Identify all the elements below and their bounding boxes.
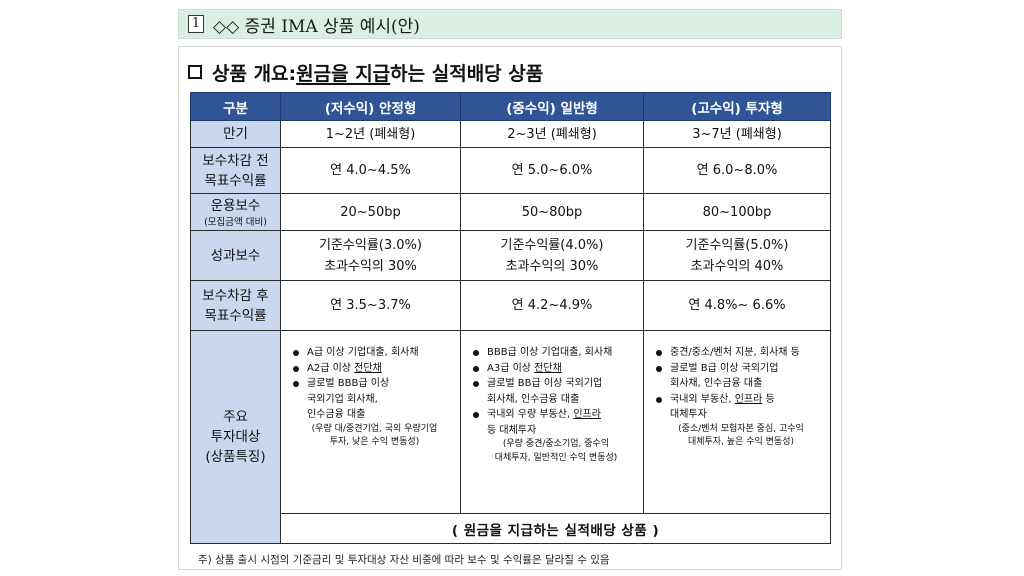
cell-target-before-stable: 연 4.0~4.5% <box>280 147 461 194</box>
row-label-line: 투자대상 <box>210 429 261 445</box>
cell-target-before-investment: 연 6.0~8.0% <box>643 147 831 194</box>
list-item-continuation: 국외기업 회사채, <box>307 393 378 405</box>
row-label-target-before-fee: 보수차감 전 목표수익률 <box>190 147 281 194</box>
row-label-management-fee: 운용보수 (모집금액 대비) <box>190 193 281 231</box>
row-label-target-after-fee: 보수차감 후 목표수익률 <box>190 280 281 331</box>
list-item: 글로벌 B급 이상 국외기업 <box>654 361 822 377</box>
table-row-target-after-fee: 보수차감 후 목표수익률 연 3.5~3.7% 연 4.2~4.9% 연 4.8… <box>190 280 831 331</box>
table-header-row: 구분 (저수익) 안정형 (중수익) 일반형 (고수익) 투자형 <box>190 92 831 121</box>
perf-excess-share: 초과수익의 30% <box>324 258 417 274</box>
investment-note: (중소/벤처 모험자본 중심, 고수익 <box>678 423 804 434</box>
list-item-continuation: 인수금융 대출 <box>307 409 366 420</box>
list-item: A급 이상 기업대출, 회사채 <box>291 345 452 361</box>
investment-note: 대체투자, 일반적인 수익 변동성) <box>494 452 618 463</box>
table-row-target-before-fee: 보수차감 전 목표수익률 연 4.0~4.5% 연 5.0~6.0% 연 6.0… <box>190 147 831 194</box>
investment-note: 투자, 낮은 수익 변동성) <box>329 437 420 447</box>
list-item: 국내외 우량 부동산, 인프라 <box>471 407 635 423</box>
table-row-performance-fee: 성과보수 기준수익률(3.0%) 초과수익의 30% 기준수익률(4.0%) 초… <box>190 230 831 281</box>
cell-investments-stable: A급 이상 기업대출, 회사채 A2급 이상 전단채 글로벌 BBB급 이상 국… <box>280 330 461 514</box>
list-item: 글로벌 BBB급 이상 <box>291 376 452 392</box>
row-label-line: 목표수익률 <box>204 307 267 324</box>
header-investment: (고수익) 투자형 <box>643 92 831 121</box>
cell-investments-investment: 중견/중소/벤처 지분, 회사채 등 글로벌 B급 이상 국외기업 회사채, 인… <box>643 330 831 514</box>
row-label-line: 목표수익률 <box>204 172 267 189</box>
cell-mgmt-fee-investment: 80~100bp <box>643 193 831 231</box>
overview-underlined: 원금을 지급 <box>296 62 391 85</box>
list-item-underlined: 인프라 <box>573 409 601 420</box>
overview-suffix: 하는 실적배당 상품 <box>390 62 544 85</box>
list-item-text: 등 <box>762 393 775 405</box>
table-row-management-fee: 운용보수 (모집금액 대비) 20~50bp 50~80bp 80~100bp <box>190 193 831 231</box>
perf-base-rate: 기준수익률(4.0%) <box>500 237 604 253</box>
investment-note: 대체투자, 높은 수익 변동성) <box>687 437 795 447</box>
list-item: 국내외 부동산, 인프라 등 <box>654 392 822 408</box>
row-label-performance-fee: 성과보수 <box>190 230 281 281</box>
list-item: 글로벌 BB급 이상 국외기업 <box>471 376 635 392</box>
footnote: 주) 상품 출시 시점의 기준금리 및 투자대상 자산 비중에 따라 보수 및 … <box>198 554 610 566</box>
row-label-line: 운용보수 <box>210 197 261 214</box>
cell-target-after-investment: 연 4.8%~ 6.6% <box>643 280 831 331</box>
list-item-text: 국내외 우량 부동산, <box>487 409 574 420</box>
row-label-maturity: 만기 <box>190 120 281 148</box>
checkbox-square-icon <box>188 65 202 79</box>
row-label-line: 주요 <box>223 409 248 425</box>
row-label-investments: 주요 투자대상 (상품특징) <box>190 330 281 544</box>
header-stable: (저수익) 안정형 <box>280 92 461 121</box>
list-item: BBB급 이상 기업대출, 회사채 <box>471 345 635 361</box>
list-item-underlined: 전단채 <box>534 362 562 374</box>
list-item: A3급 이상 전단채 <box>471 361 635 377</box>
cell-investments-general: BBB급 이상 기업대출, 회사채 A3급 이상 전단채 글로벌 BB급 이상 … <box>460 330 644 514</box>
section-title: ◇◇ 증권 IMA 상품 예시(안) <box>213 16 420 37</box>
table-footer-summary: ( 원금을 지급하는 실적배당 상품 ) <box>280 513 831 544</box>
list-item-text: A2급 이상 <box>307 362 355 374</box>
product-overview-heading: 상품 개요: 원금을 지급 하는 실적배당 상품 <box>188 57 543 87</box>
list-item-continuation: 회사채, 인수금융 대출 <box>487 393 580 405</box>
list-item-continuation: 등 대체투자 <box>487 424 537 436</box>
cell-target-after-general: 연 4.2~4.9% <box>460 280 644 331</box>
cell-maturity-investment: 3~7년 (폐쇄형) <box>643 120 831 148</box>
cell-perf-fee-general: 기준수익률(4.0%) 초과수익의 30% <box>460 230 644 281</box>
perf-excess-share: 초과수익의 30% <box>505 258 599 274</box>
cell-perf-fee-stable: 기준수익률(3.0%) 초과수익의 30% <box>280 230 461 281</box>
cell-perf-fee-investment: 기준수익률(5.0%) 초과수익의 40% <box>643 230 831 281</box>
investment-note: (우량 중견/중소기업, 중수익 <box>502 439 610 449</box>
perf-base-rate: 기준수익률(3.0%) <box>319 237 422 253</box>
row-label-line: 보수차감 전 <box>202 152 269 169</box>
section-number-box: 1 <box>188 15 204 33</box>
table-row-footer: ( 원금을 지급하는 실적배당 상품 ) <box>191 513 831 544</box>
cell-mgmt-fee-stable: 20~50bp <box>280 193 461 231</box>
cell-mgmt-fee-general: 50~80bp <box>460 193 644 231</box>
investment-note: (우량 대/중견기업, 국외 우량기업 <box>311 423 438 434</box>
cell-target-after-stable: 연 3.5~3.7% <box>280 280 461 331</box>
table-row-investments: 주요 투자대상 (상품특징) A급 이상 기업대출, 회사채 A2급 이상 전단… <box>190 330 831 544</box>
list-item-continuation: 대체투자 <box>670 409 707 420</box>
product-comparison-table: 구분 (저수익) 안정형 (중수익) 일반형 (고수익) 투자형 만기 1~2년… <box>190 92 831 544</box>
overview-prefix: 상품 개요: <box>212 62 297 85</box>
row-label-line: (상품특징) <box>205 449 266 465</box>
list-item: 중견/중소/벤처 지분, 회사채 등 <box>654 345 822 361</box>
row-label-subline: (모집금액 대비) <box>204 216 267 228</box>
section-header: 1 ◇◇ 증권 IMA 상품 예시(안) <box>178 9 842 39</box>
header-category: 구분 <box>190 92 281 121</box>
table-row-maturity: 만기 1~2년 (폐쇄형) 2~3년 (폐쇄형) 3~7년 (폐쇄형) <box>190 120 831 148</box>
list-item-text: 국내외 부동산, <box>670 393 735 405</box>
list-item-underlined: 인프라 <box>734 393 763 405</box>
perf-base-rate: 기준수익률(5.0%) <box>685 237 789 253</box>
cell-maturity-general: 2~3년 (폐쇄형) <box>460 120 644 148</box>
cell-maturity-stable: 1~2년 (폐쇄형) <box>280 120 461 148</box>
row-label-line: 보수차감 후 <box>202 287 269 304</box>
cell-target-before-general: 연 5.0~6.0% <box>460 147 644 194</box>
perf-excess-share: 초과수익의 40% <box>690 258 784 274</box>
list-item-underlined: 전단채 <box>354 362 382 374</box>
list-item-text: A3급 이상 <box>487 362 535 374</box>
list-item: A2급 이상 전단채 <box>291 361 452 377</box>
list-item-continuation: 회사채, 인수금융 대출 <box>670 378 763 389</box>
header-general: (중수익) 일반형 <box>460 92 644 121</box>
